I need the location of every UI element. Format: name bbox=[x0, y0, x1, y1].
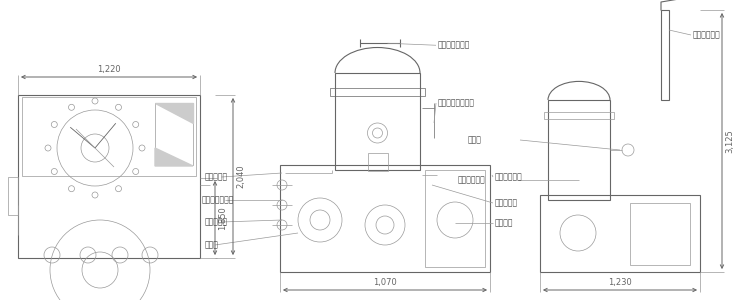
Text: 圧力計: 圧力計 bbox=[468, 136, 482, 145]
Text: ろ材吊上支柱: ろ材吊上支柱 bbox=[693, 31, 721, 40]
Text: バイパスバルブ: バイパスバルブ bbox=[202, 196, 235, 205]
Bar bbox=[661, 10, 669, 100]
Bar bbox=[155, 103, 193, 165]
Text: 入口バルブ: 入口バルブ bbox=[205, 218, 228, 226]
Bar bbox=[425, 170, 485, 267]
Text: 1,230: 1,230 bbox=[608, 278, 632, 287]
Text: ドレンバルブ: ドレンバルブ bbox=[495, 172, 522, 182]
Text: 2,040: 2,040 bbox=[236, 165, 245, 188]
Polygon shape bbox=[155, 103, 193, 123]
Bar bbox=[22, 97, 196, 176]
Text: ろ材巻取装置: ろ材巻取装置 bbox=[458, 176, 485, 184]
Bar bbox=[18, 95, 200, 258]
Text: 蓋開閉ハンドル: 蓋開閉ハンドル bbox=[438, 41, 471, 50]
Text: 助剤タンク: 助剤タンク bbox=[495, 199, 518, 208]
Bar bbox=[8, 177, 18, 215]
Bar bbox=[548, 100, 610, 200]
Bar bbox=[544, 112, 614, 119]
Bar bbox=[280, 165, 490, 272]
Text: 3,125: 3,125 bbox=[725, 129, 734, 153]
Bar bbox=[335, 73, 420, 170]
Bar bbox=[630, 203, 690, 265]
Text: モーター: モーター bbox=[495, 218, 514, 227]
Text: エアー抜きバルブ: エアー抜きバルブ bbox=[438, 98, 475, 107]
Text: 1,220: 1,220 bbox=[97, 65, 121, 74]
Bar bbox=[330, 88, 425, 96]
Bar bbox=[368, 153, 388, 171]
Text: 出口バルブ: 出口バルブ bbox=[205, 172, 228, 182]
Bar bbox=[540, 195, 700, 272]
Text: 1,850: 1,850 bbox=[218, 206, 227, 230]
Text: 1,070: 1,070 bbox=[373, 278, 397, 287]
Polygon shape bbox=[155, 148, 193, 166]
Text: ポンプ: ポンプ bbox=[205, 241, 219, 250]
